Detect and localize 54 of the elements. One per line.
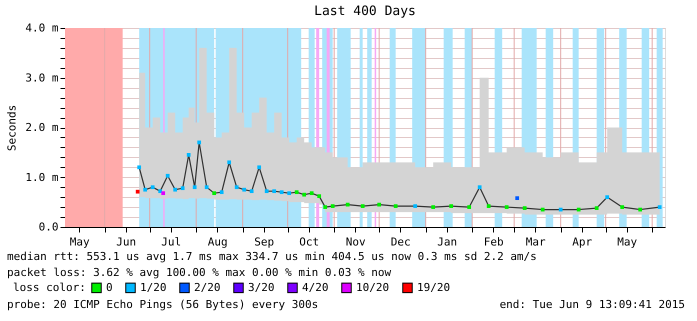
point bbox=[522, 206, 527, 210]
point bbox=[330, 204, 335, 208]
legend-label: 4/20 bbox=[302, 280, 328, 294]
point bbox=[558, 208, 563, 212]
point bbox=[394, 204, 398, 208]
x-tick-label: Oct bbox=[299, 236, 320, 248]
legend-label: 10/20 bbox=[356, 280, 390, 294]
y-tick-label: 4.0 m bbox=[25, 22, 59, 34]
x-tick-label: Jan bbox=[437, 236, 458, 248]
point bbox=[638, 208, 642, 212]
point bbox=[197, 140, 202, 144]
chart-title: Last 400 Days bbox=[314, 4, 416, 19]
x-tick-label: May bbox=[617, 236, 638, 248]
x-tick-label: Jul bbox=[161, 236, 182, 248]
x-tick-label: Feb bbox=[484, 236, 504, 248]
text: end: Tue Jun 9 13:09:41 2015 bbox=[500, 298, 685, 311]
x-tick-label: Jun bbox=[116, 236, 136, 248]
text: probe: 20 ICMP Echo Pings (56 Bytes) every 300s bbox=[7, 298, 318, 311]
point bbox=[413, 204, 418, 208]
legend-label: 0 bbox=[106, 280, 113, 294]
text: median rtt: 553.1 us avg 1.7 ms max 334.7 us min 404.5 us now 0.3 ms sd 2.2 am/s bbox=[7, 250, 537, 263]
x-tick-label: Mar bbox=[526, 236, 546, 248]
x-tick-label: May bbox=[70, 236, 90, 248]
point bbox=[620, 205, 624, 209]
point bbox=[346, 202, 350, 206]
x-tick-label: Apr bbox=[572, 236, 592, 248]
y-tick-label: 3.0 m bbox=[25, 71, 59, 84]
legend-title: loss color: bbox=[13, 281, 86, 294]
y-tick-label: 2.0 m bbox=[25, 121, 59, 134]
legend-label: 1/20 bbox=[140, 280, 166, 294]
point bbox=[377, 202, 382, 206]
x-tick-label: Dec bbox=[390, 236, 411, 248]
point bbox=[594, 206, 599, 210]
point bbox=[576, 208, 581, 212]
legend-label: 19/20 bbox=[417, 280, 450, 294]
point bbox=[449, 204, 454, 208]
y-axis-title: Seconds bbox=[5, 104, 18, 152]
point bbox=[486, 204, 491, 208]
point bbox=[658, 205, 662, 209]
point bbox=[540, 208, 545, 212]
point bbox=[323, 205, 328, 209]
text: packet loss: 3.62 % avg 100.00 % max 0.00 % min 0.03 % now bbox=[7, 266, 392, 279]
point bbox=[467, 205, 472, 209]
x-tick-label: Nov bbox=[346, 236, 366, 248]
legend-label: 3/20 bbox=[248, 280, 274, 294]
x-tick-label: Sep bbox=[254, 236, 274, 248]
line-series bbox=[138, 142, 660, 210]
point bbox=[504, 205, 509, 209]
point bbox=[360, 204, 365, 208]
y-tick-label: 1.0 m bbox=[25, 170, 59, 184]
point bbox=[431, 205, 436, 209]
legend-label: 2/20 bbox=[194, 280, 220, 294]
x-tick-label: Aug bbox=[208, 236, 228, 248]
y-tick-label: 0.0 bbox=[38, 220, 58, 234]
